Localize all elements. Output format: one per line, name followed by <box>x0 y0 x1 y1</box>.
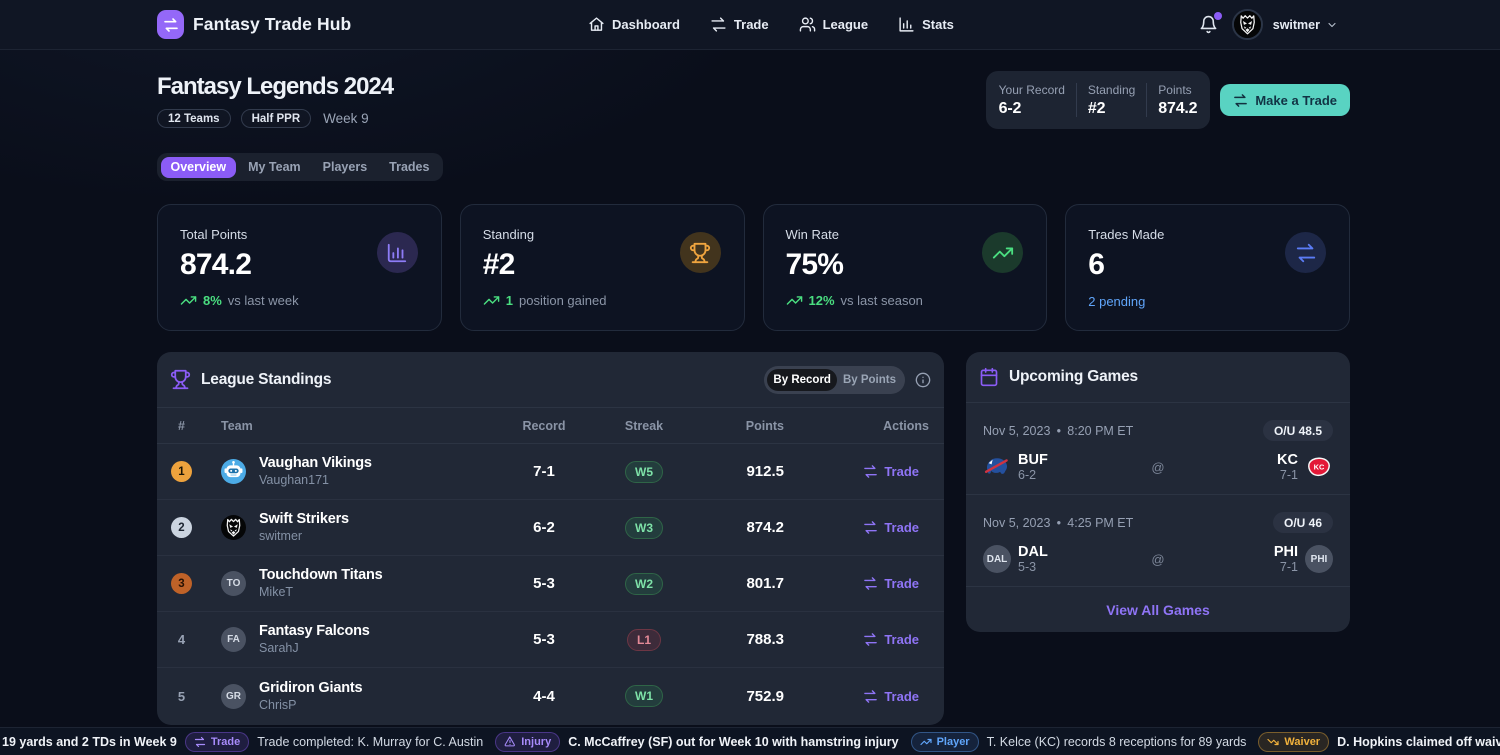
svg-text:KC: KC <box>1314 463 1325 472</box>
